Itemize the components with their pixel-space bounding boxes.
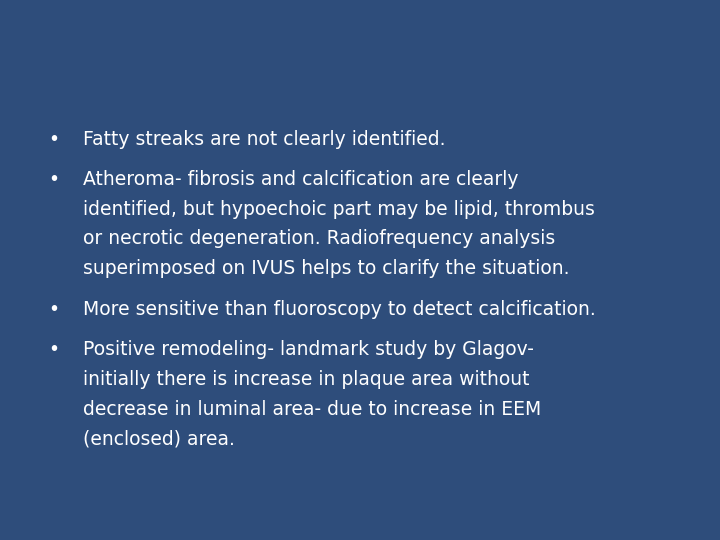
Text: initially there is increase in plaque area without: initially there is increase in plaque ar…: [83, 370, 529, 389]
Text: Positive remodeling- landmark study by Glagov-: Positive remodeling- landmark study by G…: [83, 340, 534, 359]
Text: Atheroma- fibrosis and calcification are clearly: Atheroma- fibrosis and calcification are…: [83, 170, 518, 189]
Text: More sensitive than fluoroscopy to detect calcification.: More sensitive than fluoroscopy to detec…: [83, 300, 595, 319]
Text: •: •: [48, 130, 60, 148]
Text: •: •: [48, 300, 60, 319]
Text: (enclosed) area.: (enclosed) area.: [83, 429, 235, 448]
Text: superimposed on IVUS helps to clarify the situation.: superimposed on IVUS helps to clarify th…: [83, 259, 570, 278]
Text: decrease in luminal area- due to increase in EEM: decrease in luminal area- due to increas…: [83, 400, 541, 419]
Text: or necrotic degeneration. Radiofrequency analysis: or necrotic degeneration. Radiofrequency…: [83, 230, 555, 248]
Text: Fatty streaks are not clearly identified.: Fatty streaks are not clearly identified…: [83, 130, 445, 148]
Text: identified, but hypoechoic part may be lipid, thrombus: identified, but hypoechoic part may be l…: [83, 200, 595, 219]
Text: •: •: [48, 170, 60, 189]
Text: •: •: [48, 340, 60, 359]
